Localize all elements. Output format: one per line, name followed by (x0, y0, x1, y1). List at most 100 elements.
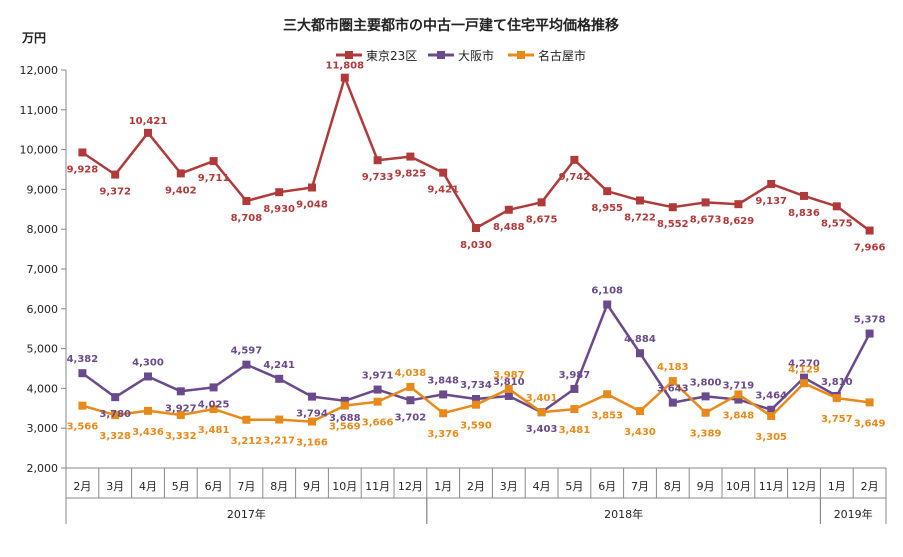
year-group-label: 2019年 (834, 507, 873, 521)
data-point (144, 406, 152, 415)
data-label: 3,780 (99, 409, 131, 420)
x-tick-label: 7月 (631, 480, 649, 493)
data-point (734, 200, 743, 209)
data-point (767, 412, 776, 421)
data-label: 3,217 (263, 436, 295, 447)
x-tick-label: 10月 (332, 480, 357, 493)
data-point (570, 384, 579, 393)
data-label: 3,927 (165, 403, 197, 414)
data-label: 8,488 (493, 222, 525, 233)
x-tick-label: 1月 (828, 480, 846, 493)
data-label: 3,328 (99, 431, 131, 442)
data-label: 3,376 (427, 429, 459, 440)
x-tick-label: 1月 (434, 480, 452, 493)
data-label: 3,848 (723, 410, 755, 421)
data-point (144, 372, 152, 381)
data-label: 3,305 (755, 432, 787, 443)
data-label: 11,808 (326, 61, 365, 72)
data-label: 4,183 (657, 362, 689, 373)
data-point (242, 415, 251, 424)
data-label: 9,137 (755, 196, 787, 207)
y-tick-label: 11,000 (20, 104, 59, 117)
data-point (472, 394, 480, 403)
data-point (78, 369, 87, 378)
data-point (767, 405, 776, 414)
data-label: 8,575 (821, 218, 853, 229)
data-point (439, 409, 448, 418)
x-tick-label: 4月 (533, 480, 551, 493)
series-line (81, 76, 871, 232)
legend-entry: 名古屋市 (538, 48, 586, 63)
x-tick-label: 9月 (697, 480, 715, 493)
data-point (701, 408, 710, 417)
data-label: 4,300 (132, 357, 164, 368)
x-tick-label: 2月 (861, 480, 879, 493)
x-tick-label: 5月 (172, 480, 190, 493)
x-tick-label: 11月 (759, 480, 784, 493)
data-label: 8,629 (723, 216, 755, 227)
data-label: 3,853 (591, 410, 623, 421)
data-label: 3,971 (362, 371, 394, 382)
data-point (111, 170, 120, 179)
data-point (537, 198, 546, 207)
data-label: 3,987 (493, 370, 525, 381)
data-point (340, 73, 349, 82)
data-point (636, 349, 644, 358)
y-tick-label: 2,000 (27, 462, 59, 475)
data-point (865, 226, 874, 235)
data-point (111, 393, 120, 402)
data-point (308, 417, 316, 426)
data-label: 3,166 (296, 438, 328, 449)
data-label: 3,212 (231, 436, 263, 447)
y-tick-label: 12,000 (20, 64, 59, 77)
data-label: 3,688 (329, 413, 361, 424)
x-tick-label: 3月 (500, 480, 518, 493)
data-point (800, 373, 808, 382)
y-tick-label: 8,000 (27, 223, 59, 236)
data-label: 3,332 (165, 431, 197, 442)
data-label: 8,955 (591, 203, 623, 214)
data-label: 3,643 (657, 384, 689, 395)
legend: 東京23区 大阪市 名古屋市 (336, 48, 586, 63)
data-label: 3,430 (624, 427, 656, 438)
data-label: 3,566 (67, 422, 99, 433)
data-label: 3,666 (362, 418, 394, 429)
data-label: 9,402 (165, 185, 197, 196)
legend-swatch-marker (517, 51, 525, 59)
data-point (603, 187, 612, 196)
data-label: 8,030 (460, 240, 492, 251)
data-label: 4,884 (624, 334, 656, 345)
y-axis: 2,000 3,000 4,000 5,000 6,000 7,000 8,000 9,000… (20, 64, 67, 475)
data-point (800, 191, 808, 200)
data-label: 8,708 (231, 213, 263, 224)
y-tick-label: 7,000 (27, 263, 59, 276)
data-label: 4,597 (231, 346, 263, 357)
data-label: 8,673 (690, 214, 722, 225)
data-label: 9,711 (198, 173, 230, 184)
data-label: 3,734 (460, 380, 492, 391)
y-tick-label: 3,000 (27, 422, 59, 435)
data-point (668, 377, 677, 386)
legend-swatch-marker (345, 51, 353, 59)
data-point (636, 196, 644, 205)
data-label: 9,825 (395, 169, 427, 180)
data-label: 3,794 (296, 409, 328, 420)
legend-entry: 東京23区 (366, 49, 417, 63)
data-point (242, 360, 251, 369)
y-tick-label: 10,000 (20, 144, 59, 157)
data-label: 4,270 (788, 359, 820, 370)
data-label: 3,848 (427, 375, 459, 386)
x-tick-label: 2月 (73, 480, 91, 493)
data-point (734, 395, 743, 404)
data-point (603, 390, 612, 399)
x-tick-label: 3月 (106, 480, 124, 493)
x-tick-label: 6月 (205, 480, 223, 493)
data-point (504, 384, 513, 393)
year-group-label: 2017年 (227, 507, 266, 521)
data-point (800, 379, 808, 388)
x-tick-label: 7月 (237, 480, 255, 493)
x-tick-label: 8月 (270, 480, 288, 493)
data-point (439, 168, 448, 177)
series-layer (78, 73, 874, 426)
